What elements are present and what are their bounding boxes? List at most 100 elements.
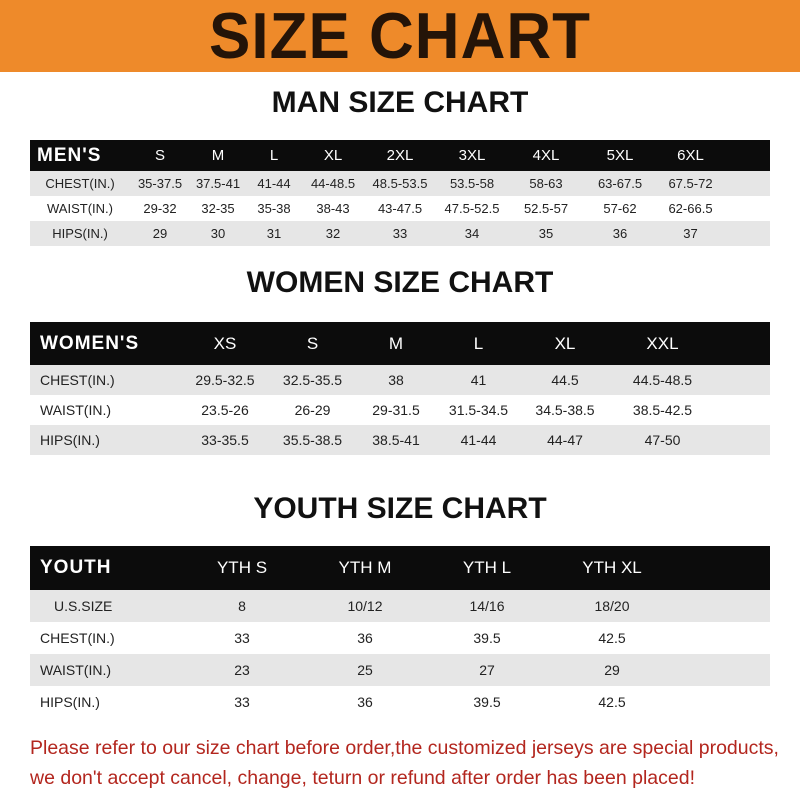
table-cell: XS bbox=[213, 333, 237, 353]
table-cell: 39.5 bbox=[473, 630, 501, 646]
table-cell: 38 bbox=[388, 372, 404, 388]
men-size-table: MEN'S S M L XL 2XL 3XL 4XL 5XL 6XL CHEST(IN.) 35-37… bbox=[30, 140, 770, 246]
table-cell: 23.5-26 bbox=[201, 402, 249, 418]
row-label: HIPS(IN.) bbox=[40, 694, 100, 710]
table-header: MEN'S S M L XL 2XL 3XL 4XL 5XL 6XL bbox=[30, 140, 770, 171]
table-cell: 14/16 bbox=[469, 598, 505, 614]
table-cell: 8 bbox=[238, 598, 246, 614]
table-cell: 34 bbox=[464, 226, 480, 241]
table-cell: 33 bbox=[234, 630, 250, 646]
table-cell: M bbox=[388, 333, 404, 353]
table-row: CHEST(IN.) 35-37.5 37.5-41 41-44 44-48.5 48.5… bbox=[30, 171, 770, 196]
table-cell: 44.5 bbox=[551, 372, 579, 388]
row-label: CHEST(IN.) bbox=[40, 630, 115, 646]
banner-title: SIZE CHART bbox=[209, 0, 591, 73]
table-cell: 29 bbox=[152, 226, 168, 241]
table-cell: 33-35.5 bbox=[201, 432, 249, 448]
table-cell: 31.5-34.5 bbox=[448, 402, 509, 418]
table-cell: 67.5-72 bbox=[668, 176, 713, 191]
table-cell: 25 bbox=[357, 662, 373, 678]
table-cell: 38.5-41 bbox=[372, 432, 420, 448]
table-cell: M bbox=[211, 147, 225, 164]
table-cell: 36 bbox=[357, 630, 373, 646]
table-cell: XL bbox=[323, 147, 343, 164]
table-cell: S bbox=[306, 333, 319, 353]
table-row: WAIST(IN.) 29-32 32-35 35-38 38-43 43-47.5 47.… bbox=[30, 196, 770, 221]
table-row: WAIST(IN.) 23 25 27 29 bbox=[30, 654, 770, 686]
row-label: CHEST(IN.) bbox=[45, 176, 115, 191]
table-cell: 32.5-35.5 bbox=[282, 372, 343, 388]
table-cell: 41-44 bbox=[257, 176, 291, 191]
table-cell: 47-50 bbox=[644, 432, 681, 448]
table-cell: 33 bbox=[392, 226, 408, 241]
table-cell: XL bbox=[554, 333, 576, 353]
table-cell: XXL bbox=[646, 333, 679, 353]
table-cell: 30 bbox=[210, 226, 226, 241]
table-cell: L bbox=[269, 147, 279, 164]
row-label: U.S.SIZE bbox=[54, 598, 113, 614]
row-label: HIPS(IN.) bbox=[52, 226, 108, 241]
women-title: WOMEN SIZE CHART bbox=[246, 266, 554, 299]
table-cell: YTH M bbox=[338, 558, 392, 577]
row-label: YOUTH bbox=[40, 557, 112, 578]
table-cell: 39.5 bbox=[473, 694, 501, 710]
table-cell: 32-35 bbox=[201, 201, 235, 216]
table-cell: 44-47 bbox=[547, 432, 583, 448]
table-cell: 44-48.5 bbox=[310, 176, 356, 191]
youth-size-table: YOUTH YTH S YTH M YTH L YTH XL U.S.SIZE 8 10/12… bbox=[30, 546, 770, 718]
table-header: YOUTH YTH S YTH M YTH L YTH XL bbox=[30, 546, 770, 590]
table-cell: 52.5-57 bbox=[523, 201, 569, 216]
table-cell: 18/20 bbox=[594, 598, 630, 614]
order-notice: Please refer to our size chart before or… bbox=[30, 733, 790, 793]
notice-line-1: Please refer to our size chart before or… bbox=[30, 737, 779, 759]
table-cell: L bbox=[473, 333, 484, 353]
table-row: HIPS(IN.) 33-35.5 35.5-38.5 38.5-41 41-44 44-… bbox=[30, 425, 770, 455]
table-row: HIPS(IN.) 29 30 31 32 33 34 35 36 37 bbox=[30, 221, 770, 246]
table-cell: 42.5 bbox=[598, 694, 626, 710]
row-label: CHEST(IN.) bbox=[40, 372, 115, 388]
table-cell: 31 bbox=[266, 226, 282, 241]
table-cell: 29 bbox=[604, 662, 620, 678]
table-cell: 63-67.5 bbox=[597, 176, 643, 191]
table-cell: 43-47.5 bbox=[377, 201, 423, 216]
table-cell: 34.5-38.5 bbox=[535, 402, 595, 418]
table-header: WOMEN'S XS S M L XL XXL bbox=[30, 322, 770, 365]
women-size-table: WOMEN'S XS S M L XL XXL CHEST(IN.) 29.5-32.5 32.5… bbox=[30, 322, 770, 455]
table-cell: 32 bbox=[325, 226, 341, 241]
table-cell: 29.5-32.5 bbox=[195, 372, 255, 388]
table-cell: 29-31.5 bbox=[372, 402, 420, 418]
table-cell: 27 bbox=[479, 662, 495, 678]
table-row: HIPS(IN.) 33 36 39.5 42.5 bbox=[30, 686, 770, 718]
table-cell: 35-38 bbox=[257, 201, 291, 216]
table-cell: 5XL bbox=[606, 147, 634, 164]
table-cell: 42.5 bbox=[598, 630, 626, 646]
youth-title: YOUTH SIZE CHART bbox=[253, 492, 547, 525]
table-row: WAIST(IN.) 23.5-26 26-29 29-31.5 31.5-34.5 34… bbox=[30, 395, 770, 425]
table-cell: 53.5-58 bbox=[449, 176, 495, 191]
table-cell: 47.5-52.5 bbox=[444, 201, 500, 216]
table-cell: 4XL bbox=[532, 147, 560, 164]
row-label: WAIST(IN.) bbox=[47, 201, 113, 216]
table-cell: 10/12 bbox=[347, 598, 383, 614]
table-cell: 38.5-42.5 bbox=[632, 402, 693, 418]
row-label: MEN'S bbox=[37, 144, 102, 166]
table-cell: 35-37.5 bbox=[137, 176, 183, 191]
table-cell: 26-29 bbox=[294, 402, 331, 418]
row-label: WOMEN'S bbox=[40, 332, 140, 354]
table-cell: 36 bbox=[612, 226, 628, 241]
table-cell: 2XL bbox=[386, 147, 414, 164]
table-row: U.S.SIZE 8 10/12 14/16 18/20 bbox=[30, 590, 770, 622]
table-cell: 57-62 bbox=[603, 201, 637, 216]
table-cell: 3XL bbox=[458, 147, 486, 164]
table-cell: 48.5-53.5 bbox=[372, 176, 428, 191]
notice-line-2: we don't accept cancel, change, teturn o… bbox=[30, 767, 695, 789]
table-cell: S bbox=[154, 147, 165, 164]
table-cell: YTH XL bbox=[582, 558, 642, 577]
row-label: HIPS(IN.) bbox=[40, 432, 100, 448]
table-cell: 41-44 bbox=[460, 432, 497, 448]
table-cell: 6XL bbox=[677, 147, 704, 164]
table-cell: 37 bbox=[683, 226, 698, 241]
table-cell: 37.5-41 bbox=[195, 176, 241, 191]
row-label: WAIST(IN.) bbox=[40, 402, 112, 418]
table-cell: 36 bbox=[357, 694, 373, 710]
